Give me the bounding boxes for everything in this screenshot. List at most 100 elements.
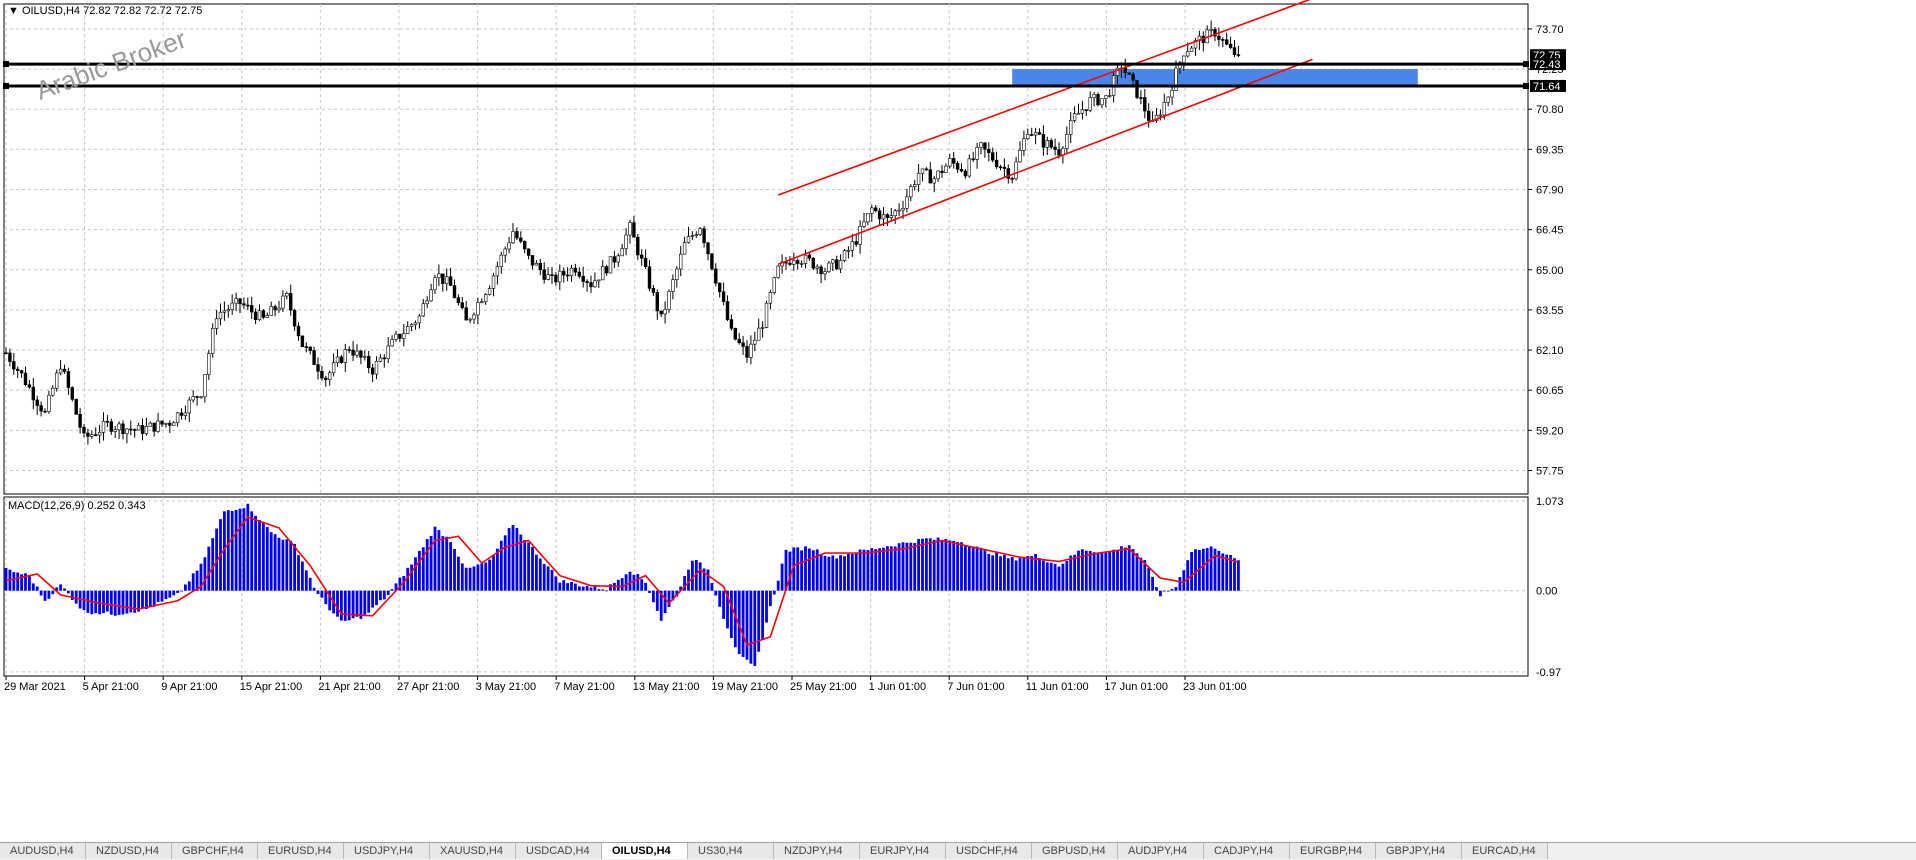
candle-body [394, 333, 398, 340]
candle-body [54, 372, 59, 389]
symbol-tab[interactable]: EURUSD,H4 [258, 843, 344, 859]
macd-bar [901, 542, 905, 591]
macd-bar [550, 569, 554, 591]
symbol-tab[interactable]: XAUUSD,H4 [430, 843, 516, 859]
candle-body [1228, 43, 1233, 48]
candle-body [296, 325, 301, 337]
macd-bar [948, 540, 952, 591]
candle-body [838, 260, 843, 270]
candle-body [152, 422, 156, 432]
grid [3, 3, 1532, 680]
macd-bar [28, 575, 31, 591]
macd-bar [484, 562, 488, 591]
candle-body [655, 292, 660, 312]
macd-bar [394, 583, 398, 591]
macd-title: MACD(12,26,9) 0.252 0.343 [8, 500, 146, 512]
symbol-tab[interactable]: USDJPY,H4 [344, 843, 430, 859]
candle-body [1088, 97, 1092, 111]
candle-body [386, 345, 390, 359]
candle-body [35, 399, 39, 406]
candle-body [86, 432, 90, 437]
time-axis-label: 17 Jun 01:00 [1104, 681, 1168, 693]
candle-body [959, 168, 964, 172]
symbol-tab[interactable]: AUDJPY,H4 [1118, 843, 1204, 859]
candle-body [452, 285, 457, 299]
symbol-tab[interactable]: CADJPY,H4 [1204, 843, 1290, 859]
macd-bar [796, 547, 800, 591]
macd-bar [515, 528, 519, 591]
macd-bar [745, 590, 749, 660]
macd-bar [1073, 554, 1076, 591]
macd-bar [1096, 553, 1100, 591]
candle-body [183, 412, 188, 416]
macd-bar [262, 522, 265, 591]
candle-body [772, 277, 777, 293]
symbol-tab[interactable]: OILUSD,H4 [602, 843, 688, 859]
candle-body [636, 236, 640, 256]
symbol-tab[interactable]: NZDJPY,H4 [774, 843, 860, 859]
macd-bar [831, 555, 835, 591]
candle-body [905, 196, 909, 209]
macd-bar [722, 590, 725, 619]
candle-body [70, 387, 75, 400]
candle-body [429, 289, 433, 302]
macd-bar [971, 546, 975, 591]
candle-body [511, 231, 515, 244]
candle-body [437, 273, 441, 278]
macd-bar [570, 582, 573, 591]
macd-bar [609, 584, 612, 591]
candle-body [327, 372, 332, 380]
candle-body [1037, 132, 1042, 135]
candle-body [600, 266, 605, 281]
candle-body [402, 333, 406, 339]
macd-bar [211, 538, 215, 591]
price-axis-label: 69.35 [1536, 144, 1564, 156]
symbol-tab[interactable]: GBPJPY,H4 [1376, 843, 1462, 859]
time-axis-label: 3 May 21:00 [476, 681, 537, 693]
macd-bar [983, 549, 987, 591]
symbol-tab[interactable]: USDCHF,H4 [946, 843, 1032, 859]
macd-bar [870, 548, 874, 591]
symbol-tab[interactable]: GBPCHF,H4 [172, 843, 258, 859]
candle-body [464, 307, 468, 321]
candle-body [850, 241, 855, 251]
candle-body [760, 327, 765, 329]
candle-body [554, 274, 558, 283]
macd-bar [406, 567, 410, 591]
candle-body [363, 355, 367, 358]
macd-bar [1010, 557, 1014, 591]
candle-body [534, 262, 539, 266]
price-chart[interactable]: 73.7072.2570.8069.3567.9066.4565.0063.55… [0, 0, 1916, 842]
symbol-tab[interactable]: GBPUSD,H4 [1032, 843, 1118, 859]
macd-axis-label: 1.073 [1536, 496, 1564, 508]
candle-body [187, 399, 191, 414]
symbol-tab[interactable]: AUDUSD,H4 [0, 843, 86, 859]
candle-body [842, 250, 847, 261]
symbol-tab[interactable]: NZDUSD,H4 [86, 843, 172, 859]
support-zone-layer [1012, 69, 1418, 86]
candle-body [1162, 102, 1167, 116]
candle-body [682, 242, 687, 255]
macd-bar [601, 589, 605, 591]
macd-bar [414, 557, 417, 591]
symbol-tab[interactable]: USDCAD,H4 [516, 843, 602, 859]
candle-body [242, 303, 246, 306]
symbol-tab[interactable]: EURJPY,H4 [860, 843, 946, 859]
macd-bar [363, 590, 367, 615]
candle-body [144, 425, 149, 434]
price-tag [1530, 58, 1566, 71]
candle-body [632, 222, 636, 238]
candle-body [359, 350, 363, 358]
macd-bar [285, 539, 289, 591]
symbol-tab[interactable]: US30,H4 [688, 843, 774, 859]
candle-body [129, 428, 133, 431]
macd-bar [940, 540, 944, 591]
macd-bar [667, 590, 671, 607]
candle-body [1022, 138, 1026, 151]
symbol-tab[interactable]: EURCAD,H4 [1462, 843, 1548, 859]
macd-bar [698, 562, 702, 591]
symbol-tab[interactable]: EURGBP,H4 [1290, 843, 1376, 859]
candle-body [1002, 166, 1007, 169]
candle-body [191, 396, 195, 401]
macd-bar [230, 511, 234, 591]
